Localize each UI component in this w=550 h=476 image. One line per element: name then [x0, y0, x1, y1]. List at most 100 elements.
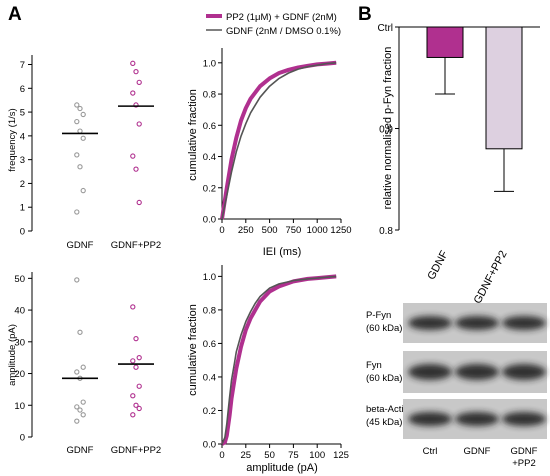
amplitude-ticks: 0 10 20 30 40 50 [14, 274, 32, 444]
ytick-label-2-0: 0 [20, 433, 25, 444]
point-0-1-8 [136, 199, 142, 206]
point-2-1-1 [133, 335, 139, 342]
ytick-label-1-1: 0.2 [203, 183, 216, 194]
ytick-label-3-4: 0.8 [203, 305, 216, 316]
ytick-label-3-1: 0.2 [203, 406, 216, 417]
band-2-1 [455, 412, 499, 426]
ytick-label-0-0: 0 [20, 227, 25, 238]
xtick-label-1-1: 250 [238, 225, 254, 236]
ytick-label-0-1: 1 [20, 203, 25, 214]
xtick-label-3-4: 100 [309, 450, 325, 461]
point-0-0-9 [74, 209, 80, 215]
band-1-1 [455, 364, 499, 380]
iei-series [220, 60, 337, 220]
amplitude-ylabel: amplitude (pA) [7, 324, 18, 386]
frequency-ylabel: frequency (1/s) [7, 108, 18, 171]
point-2-1-5 [136, 383, 142, 389]
point-2-1-9 [130, 412, 136, 418]
xtick-label-3-2: 50 [264, 450, 275, 461]
ytick-label-3-0: 0.0 [203, 440, 216, 451]
band-0-2 [502, 316, 546, 330]
bar-ylabel: relative normalised p-Fyn fraction [382, 47, 394, 210]
xtick-label-3-5: 125 [333, 450, 349, 461]
blot-lane-gdnf: GDNF [464, 446, 491, 457]
ytick-label-0-4: 4 [20, 131, 25, 142]
point-0-1-5 [136, 121, 142, 127]
panel-label-b: B [358, 4, 372, 25]
frequency-ticks: 0 1 2 3 4 5 6 7 [20, 60, 32, 238]
frequency-xlabel-gdnf: GDNF [67, 240, 94, 251]
blot-row-kda-pfyn: (60 kDa) [366, 323, 402, 334]
series-line-3-1 [221, 275, 337, 445]
point-0-0-7 [77, 164, 83, 170]
ytick-label-0-7: 7 [20, 60, 25, 71]
series-line-3-0 [220, 274, 337, 446]
point-0-0-6 [74, 152, 80, 158]
ytick-label-1-0: 0.0 [203, 215, 216, 226]
blot-bands [408, 316, 546, 426]
ytick-label-3-5: 1.0 [203, 272, 216, 283]
point-0-0-5 [80, 135, 86, 141]
amp-cum-series [220, 274, 337, 446]
ytick-label-3-3: 0.6 [203, 339, 216, 350]
band-2-2 [502, 412, 546, 426]
bar-xlabel-gdnf: GDNF [425, 249, 450, 282]
bar-ytick-label-1: 0.9 [379, 125, 393, 136]
band-1-0 [408, 364, 452, 380]
ytick-label-2-5: 50 [14, 274, 25, 285]
ytick-label-3-2: 0.4 [203, 372, 216, 383]
band-0-1 [455, 316, 499, 330]
blot-row-kda-actin: (45 kDa) [366, 417, 402, 428]
frequency-points [62, 60, 154, 215]
point-0-1-7 [133, 166, 139, 172]
blot-row-kda-fyn: (60 kDa) [366, 373, 402, 384]
western-blot: P-Fyn (60 kDa) Fyn (60 kDa) beta-Actin (… [366, 303, 547, 469]
bar-xlabel-pp2: GDNF+PP2 [472, 249, 510, 306]
xtick-label-1-5: 1250 [330, 225, 351, 236]
point-2-0-8 [80, 412, 86, 418]
legend-label-dmso: GDNF (2nM / DMSO 0.1%) [226, 26, 341, 37]
panel-label-a: A [8, 4, 22, 25]
point-2-1-2 [136, 355, 142, 361]
point-2-0-2 [80, 364, 86, 370]
point-2-0-1 [77, 329, 83, 335]
ytick-label-0-3: 3 [20, 155, 25, 166]
amplitude-cumulative-chart: cumulative fraction 0.0 0.2 0.4 0.6 0.8 1.0 0 2… [187, 265, 349, 474]
ytick-label-0-5: 5 [20, 108, 25, 119]
bar-1 [485, 26, 523, 150]
point-0-1-3 [130, 90, 136, 96]
iei-xlabel: IEI (ms) [263, 246, 302, 258]
bar-series [426, 26, 523, 192]
ytick-label-2-1: 10 [14, 401, 25, 412]
ytick-label-2-3: 30 [14, 337, 25, 348]
series-line-1-1 [221, 62, 337, 220]
blot-row-label-actin: beta-Actin [366, 404, 409, 415]
ytick-label-2-2: 20 [14, 369, 25, 380]
point-2-1-8 [136, 405, 142, 412]
point-2-0-5 [80, 399, 86, 405]
band-2-0 [408, 412, 452, 426]
xtick-label-1-4: 1000 [307, 225, 328, 236]
ytick-label-0-6: 6 [20, 84, 25, 95]
point-2-1-0 [130, 304, 136, 310]
ytick-label-0-2: 2 [20, 179, 25, 190]
bar-ytick-label-2: Ctrl [377, 23, 393, 34]
point-0-0-0 [74, 102, 80, 108]
bar-0 [426, 26, 464, 58]
point-2-0-3 [74, 369, 80, 375]
iei-ylabel: cumulative fraction [187, 89, 199, 181]
amplitude-points [62, 277, 154, 424]
point-0-1-6 [130, 153, 136, 159]
amplitude-scatter: amplitude (pA) 0 10 20 30 40 50 GDNF GDNF+PP2 [7, 272, 161, 456]
pfyn-bar-chart: relative normalised p-Fyn fraction 0.8 0.… [377, 23, 540, 306]
point-0-0-3 [74, 118, 80, 125]
amp-cum-xlabel: amplitude (pA) [246, 462, 318, 474]
bar-ytick-label-0: 0.8 [379, 226, 393, 237]
blot-lane-gdnf-pp2-line2: +PP2 [512, 458, 536, 469]
amp-cum-ylabel: cumulative fraction [187, 304, 199, 396]
point-0-0-8 [80, 187, 86, 194]
frequency-xlabel-pp2: GDNF+PP2 [111, 240, 161, 251]
point-2-1-3 [130, 358, 136, 364]
xtick-label-3-3: 75 [288, 450, 299, 461]
point-2-0-6 [74, 404, 80, 410]
